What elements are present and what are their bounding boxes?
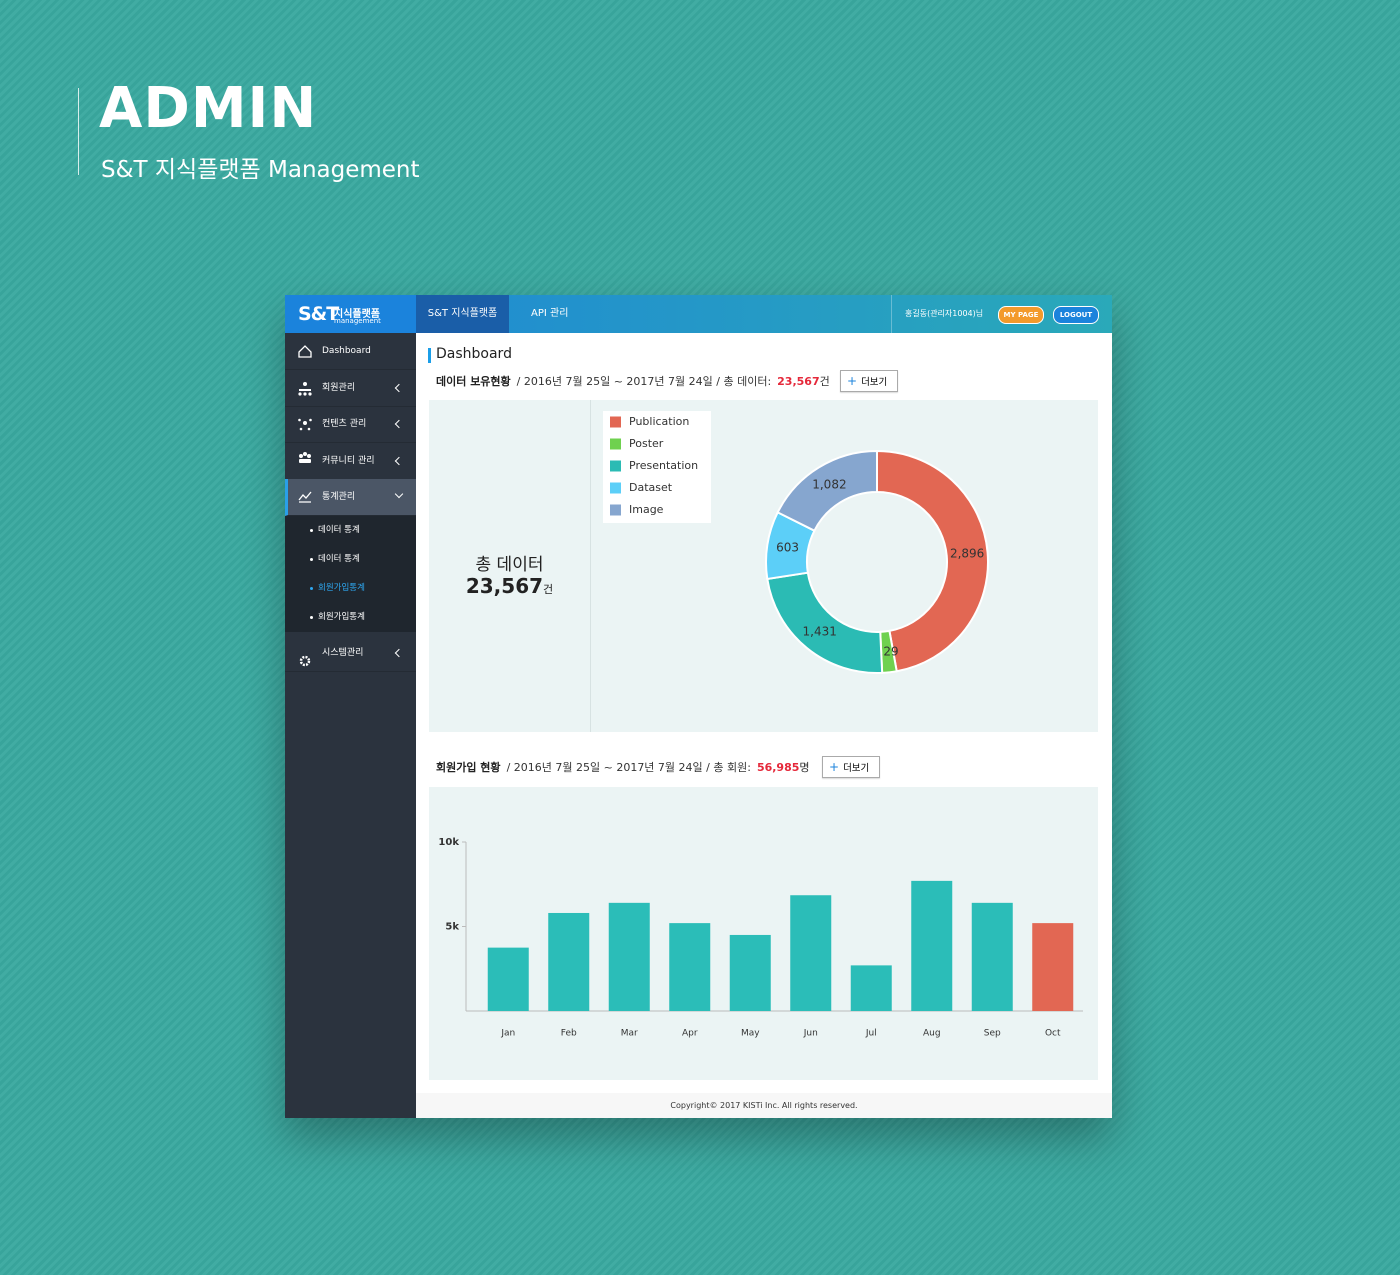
mypage-button[interactable]: MY PAGE: [998, 306, 1044, 324]
submenu-item-active[interactable]: 회원가입통계: [285, 574, 416, 603]
content-title: Dashboard: [436, 346, 512, 362]
header-rule: [78, 88, 79, 175]
total-value: 23,567건: [429, 574, 590, 598]
data-summary: 데이터 보유현황 / 2016년 7월 25일 ~ 2017년 7월 24일 / …: [436, 373, 830, 389]
logo-sub: management: [334, 317, 381, 325]
nav-tab[interactable]: API 관리: [531, 308, 569, 319]
footer: Copyright© 2017 KISTi Inc. All rights re…: [416, 1093, 1112, 1118]
more-label: 더보기: [843, 763, 870, 774]
data-panel: 총 데이터 23,567건: [429, 400, 1098, 732]
menu-label: 통계관리: [322, 492, 356, 502]
admin-window: S&T 지식플랫폼 management S&T 지식플랫폼 API 관리 홍길…: [285, 295, 1112, 1118]
section-title: 회원가입 현황: [436, 761, 501, 774]
title-marker: [428, 348, 431, 363]
sidebar: Dashboard 회원관리 컨텐츠 관리 커뮤니티 관리 통계관리 데이터 통…: [285, 333, 416, 1118]
summary-unit: 건: [819, 375, 830, 388]
copyright: Copyright© 2017 KISTi Inc. All rights re…: [670, 1101, 858, 1110]
submenu-label: 데이터 통계: [318, 554, 360, 564]
submenu-item[interactable]: 데이터 통계: [285, 516, 416, 545]
submenu-label: 데이터 통계: [318, 525, 360, 535]
total-number: 23,567: [465, 574, 544, 598]
summary-text: / 2016년 7월 25일 ~ 2017년 7월 24일 / 총 회원:: [506, 761, 751, 774]
menu-item[interactable]: Dashboard: [285, 333, 416, 370]
section-title: 데이터 보유현황: [436, 375, 511, 388]
summary-total: 56,985: [756, 761, 800, 774]
user-name: 홍길동(관리자1004)님: [905, 309, 984, 318]
menu-item[interactable]: 회원관리: [285, 370, 416, 407]
submenu-label: 회원가입통계: [318, 583, 365, 593]
page-subtitle: S&T 지식플랫폼 Management: [101, 157, 420, 183]
total-label: 총 데이터: [475, 555, 544, 575]
menu-label: 시스템관리: [322, 648, 364, 658]
more-button[interactable]: + 더보기: [840, 370, 898, 392]
summary-total: 23,567: [777, 375, 820, 388]
summary-text: / 2016년 7월 25일 ~ 2017년 7월 24일 / 총 데이터:: [516, 375, 772, 388]
menu-item[interactable]: 컨텐츠 관리: [285, 406, 416, 443]
nav-tab[interactable]: S&T 지식플랫폼: [416, 295, 509, 333]
member-summary: 회원가입 현황 / 2016년 7월 25일 ~ 2017년 7월 24일 / 총…: [436, 759, 810, 775]
submenu-item[interactable]: 회원가입통계: [285, 603, 416, 632]
submenu-label: 회원가입통계: [318, 612, 365, 622]
member-panel: [429, 787, 1098, 1080]
logo[interactable]: S&T 지식플랫폼 management: [285, 295, 416, 333]
menu-label: Dashboard: [322, 346, 371, 356]
logo-name: 지식플랫폼: [334, 309, 380, 320]
menu-label: 회원관리: [322, 383, 356, 393]
menu-item[interactable]: 시스템관리: [285, 635, 416, 672]
submenu-item[interactable]: 데이터 통계: [285, 545, 416, 574]
menu-label: 커뮤니티 관리: [322, 456, 375, 466]
divider: [590, 400, 591, 732]
logout-button[interactable]: LOGOUT: [1053, 306, 1099, 324]
menu-label: 컨텐츠 관리: [322, 419, 367, 429]
summary-unit: 명: [799, 761, 810, 774]
divider: [891, 295, 892, 333]
menu-icons: [298, 345, 312, 667]
legend-box: [603, 411, 711, 523]
more-button[interactable]: + 더보기: [822, 756, 880, 778]
more-label: 더보기: [861, 377, 888, 388]
total-unit: 건: [543, 583, 554, 596]
page-title: ADMIN: [99, 76, 318, 141]
logo-mark: S&T: [298, 303, 339, 325]
